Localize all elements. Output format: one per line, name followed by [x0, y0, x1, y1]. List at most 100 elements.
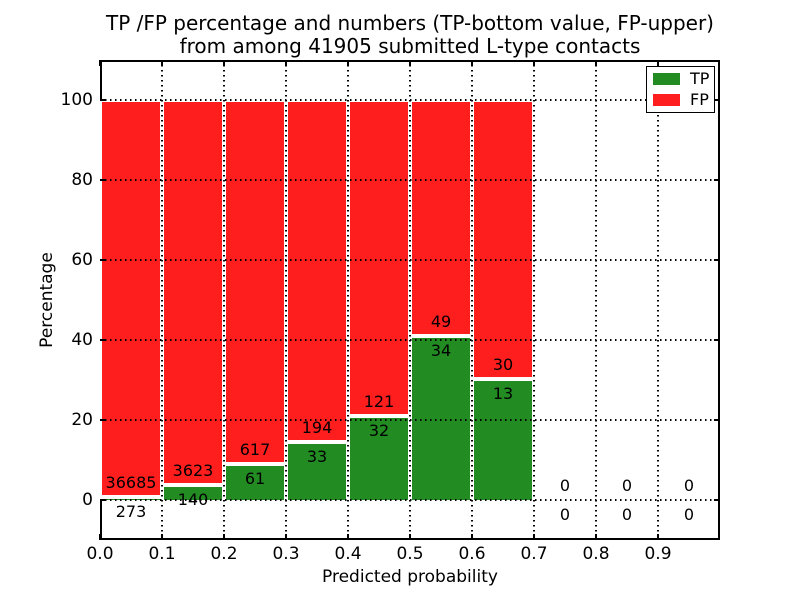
- x-tick-label: 0.7: [520, 544, 548, 564]
- x-tick-label: 0.1: [148, 544, 176, 564]
- bar-tp-segment: [100, 497, 162, 500]
- tp-count-label: 140: [177, 490, 209, 510]
- legend-entry-tp: TP: [653, 69, 714, 88]
- y-tick-mark: [714, 259, 720, 261]
- x-tick-mark: [99, 60, 101, 66]
- bar-fp-segment: [286, 100, 348, 442]
- x-tick-mark: [223, 60, 225, 66]
- bar-tp-segment: [162, 485, 224, 500]
- tp-count-label: 34: [430, 341, 452, 361]
- x-tick-mark: [471, 60, 473, 66]
- bar-fp-segment: [100, 100, 162, 498]
- x-tick-mark: [161, 60, 163, 66]
- x-tick-mark: [657, 534, 659, 540]
- bar-fp-segment: [348, 100, 410, 417]
- x-tick-mark: [657, 60, 659, 66]
- legend-entry-fp: FP: [653, 90, 714, 109]
- x-tick-mark: [347, 60, 349, 66]
- tp-count-label: 0: [559, 505, 571, 524]
- tp-count-label: 61: [244, 469, 266, 488]
- y-tick-label: 80: [71, 170, 93, 190]
- x-tick-mark: [595, 60, 597, 66]
- x-tick-mark: [533, 534, 535, 540]
- gridline: [347, 60, 349, 540]
- y-tick-mark: [100, 419, 106, 421]
- x-tick-label: 0.9: [644, 544, 672, 564]
- bar-tp-segment: [410, 336, 472, 500]
- x-tick-label: 0.3: [272, 544, 300, 564]
- tp-count-label: 273: [115, 502, 147, 522]
- tp-count-label: 32: [368, 421, 390, 441]
- x-tick-mark: [471, 534, 473, 540]
- y-tick-label: 60: [71, 250, 93, 270]
- y-tick-label: 100: [60, 90, 93, 110]
- gridline: [285, 60, 287, 540]
- bar-tp-segment: [286, 441, 348, 500]
- legend: TP FP: [646, 66, 715, 113]
- gridline: [409, 60, 411, 540]
- fp-count-label: 0: [621, 476, 633, 495]
- fp-count-label: 36685: [105, 473, 157, 493]
- gridline: [161, 60, 163, 540]
- bar-fp-segment: [224, 100, 286, 464]
- fp-count-label: 49: [430, 312, 452, 332]
- y-tick-mark: [714, 179, 720, 181]
- x-tick-label: 0.0: [86, 544, 114, 564]
- gridline: [223, 60, 225, 540]
- bar-tp-segment: [472, 379, 534, 500]
- chart-title-line-1: TP /FP percentage and numbers (TP-bottom…: [106, 11, 714, 35]
- fp-count-label: 121: [363, 392, 395, 412]
- x-tick-mark: [161, 534, 163, 540]
- x-axis-label: Predicted probability: [322, 567, 498, 587]
- x-tick-mark: [285, 534, 287, 540]
- legend-label-fp: FP: [690, 90, 709, 109]
- x-tick-mark: [223, 534, 225, 540]
- y-tick-mark: [100, 259, 106, 261]
- y-tick-mark: [714, 419, 720, 421]
- legend-label-tp: TP: [690, 69, 710, 88]
- bar-tp-segment: [348, 416, 410, 500]
- y-tick-mark: [714, 99, 720, 101]
- chart-title-line-2: from among 41905 submitted L-type contac…: [179, 34, 641, 58]
- gridline: [533, 60, 535, 540]
- fp-count-label: 0: [559, 476, 571, 495]
- tp-swatch-icon: [653, 73, 680, 85]
- fp-count-label: 3623: [172, 461, 214, 481]
- tp-count-label: 13: [492, 384, 514, 404]
- fp-count-label: 194: [301, 417, 333, 437]
- tp-count-label: 33: [306, 446, 328, 466]
- gridline: [471, 60, 473, 540]
- bar-fp-segment: [472, 100, 534, 380]
- bar-fp-segment: [410, 100, 472, 337]
- y-tick-mark: [100, 99, 106, 101]
- x-tick-mark: [595, 534, 597, 540]
- x-tick-mark: [99, 534, 101, 540]
- x-tick-mark: [285, 60, 287, 66]
- tp-count-label: 0: [683, 505, 695, 524]
- fp-count-label: 617: [239, 440, 271, 459]
- x-tick-label: 0.2: [210, 544, 238, 564]
- gridline: [657, 60, 659, 540]
- tp-count-label: 0: [621, 505, 633, 524]
- x-tick-label: 0.4: [334, 544, 362, 564]
- y-tick-mark: [100, 339, 106, 341]
- y-tick-label: 20: [71, 410, 93, 430]
- bar-fp-segment: [162, 100, 224, 486]
- y-tick-label: 0: [82, 490, 93, 510]
- y-tick-mark: [714, 339, 720, 341]
- x-tick-mark: [347, 534, 349, 540]
- y-tick-mark: [100, 179, 106, 181]
- y-tick-mark: [100, 499, 106, 501]
- x-tick-label: 0.8: [582, 544, 610, 564]
- y-tick-mark: [714, 499, 720, 501]
- y-tick-label: 40: [71, 330, 93, 350]
- x-tick-label: 0.6: [458, 544, 486, 564]
- x-tick-mark: [409, 534, 411, 540]
- x-tick-label: 0.5: [396, 544, 424, 564]
- gridline: [595, 60, 597, 540]
- bar-tp-segment: [224, 464, 286, 500]
- fp-count-label: 0: [683, 476, 695, 495]
- x-tick-mark: [409, 60, 411, 66]
- fp-swatch-icon: [653, 94, 680, 106]
